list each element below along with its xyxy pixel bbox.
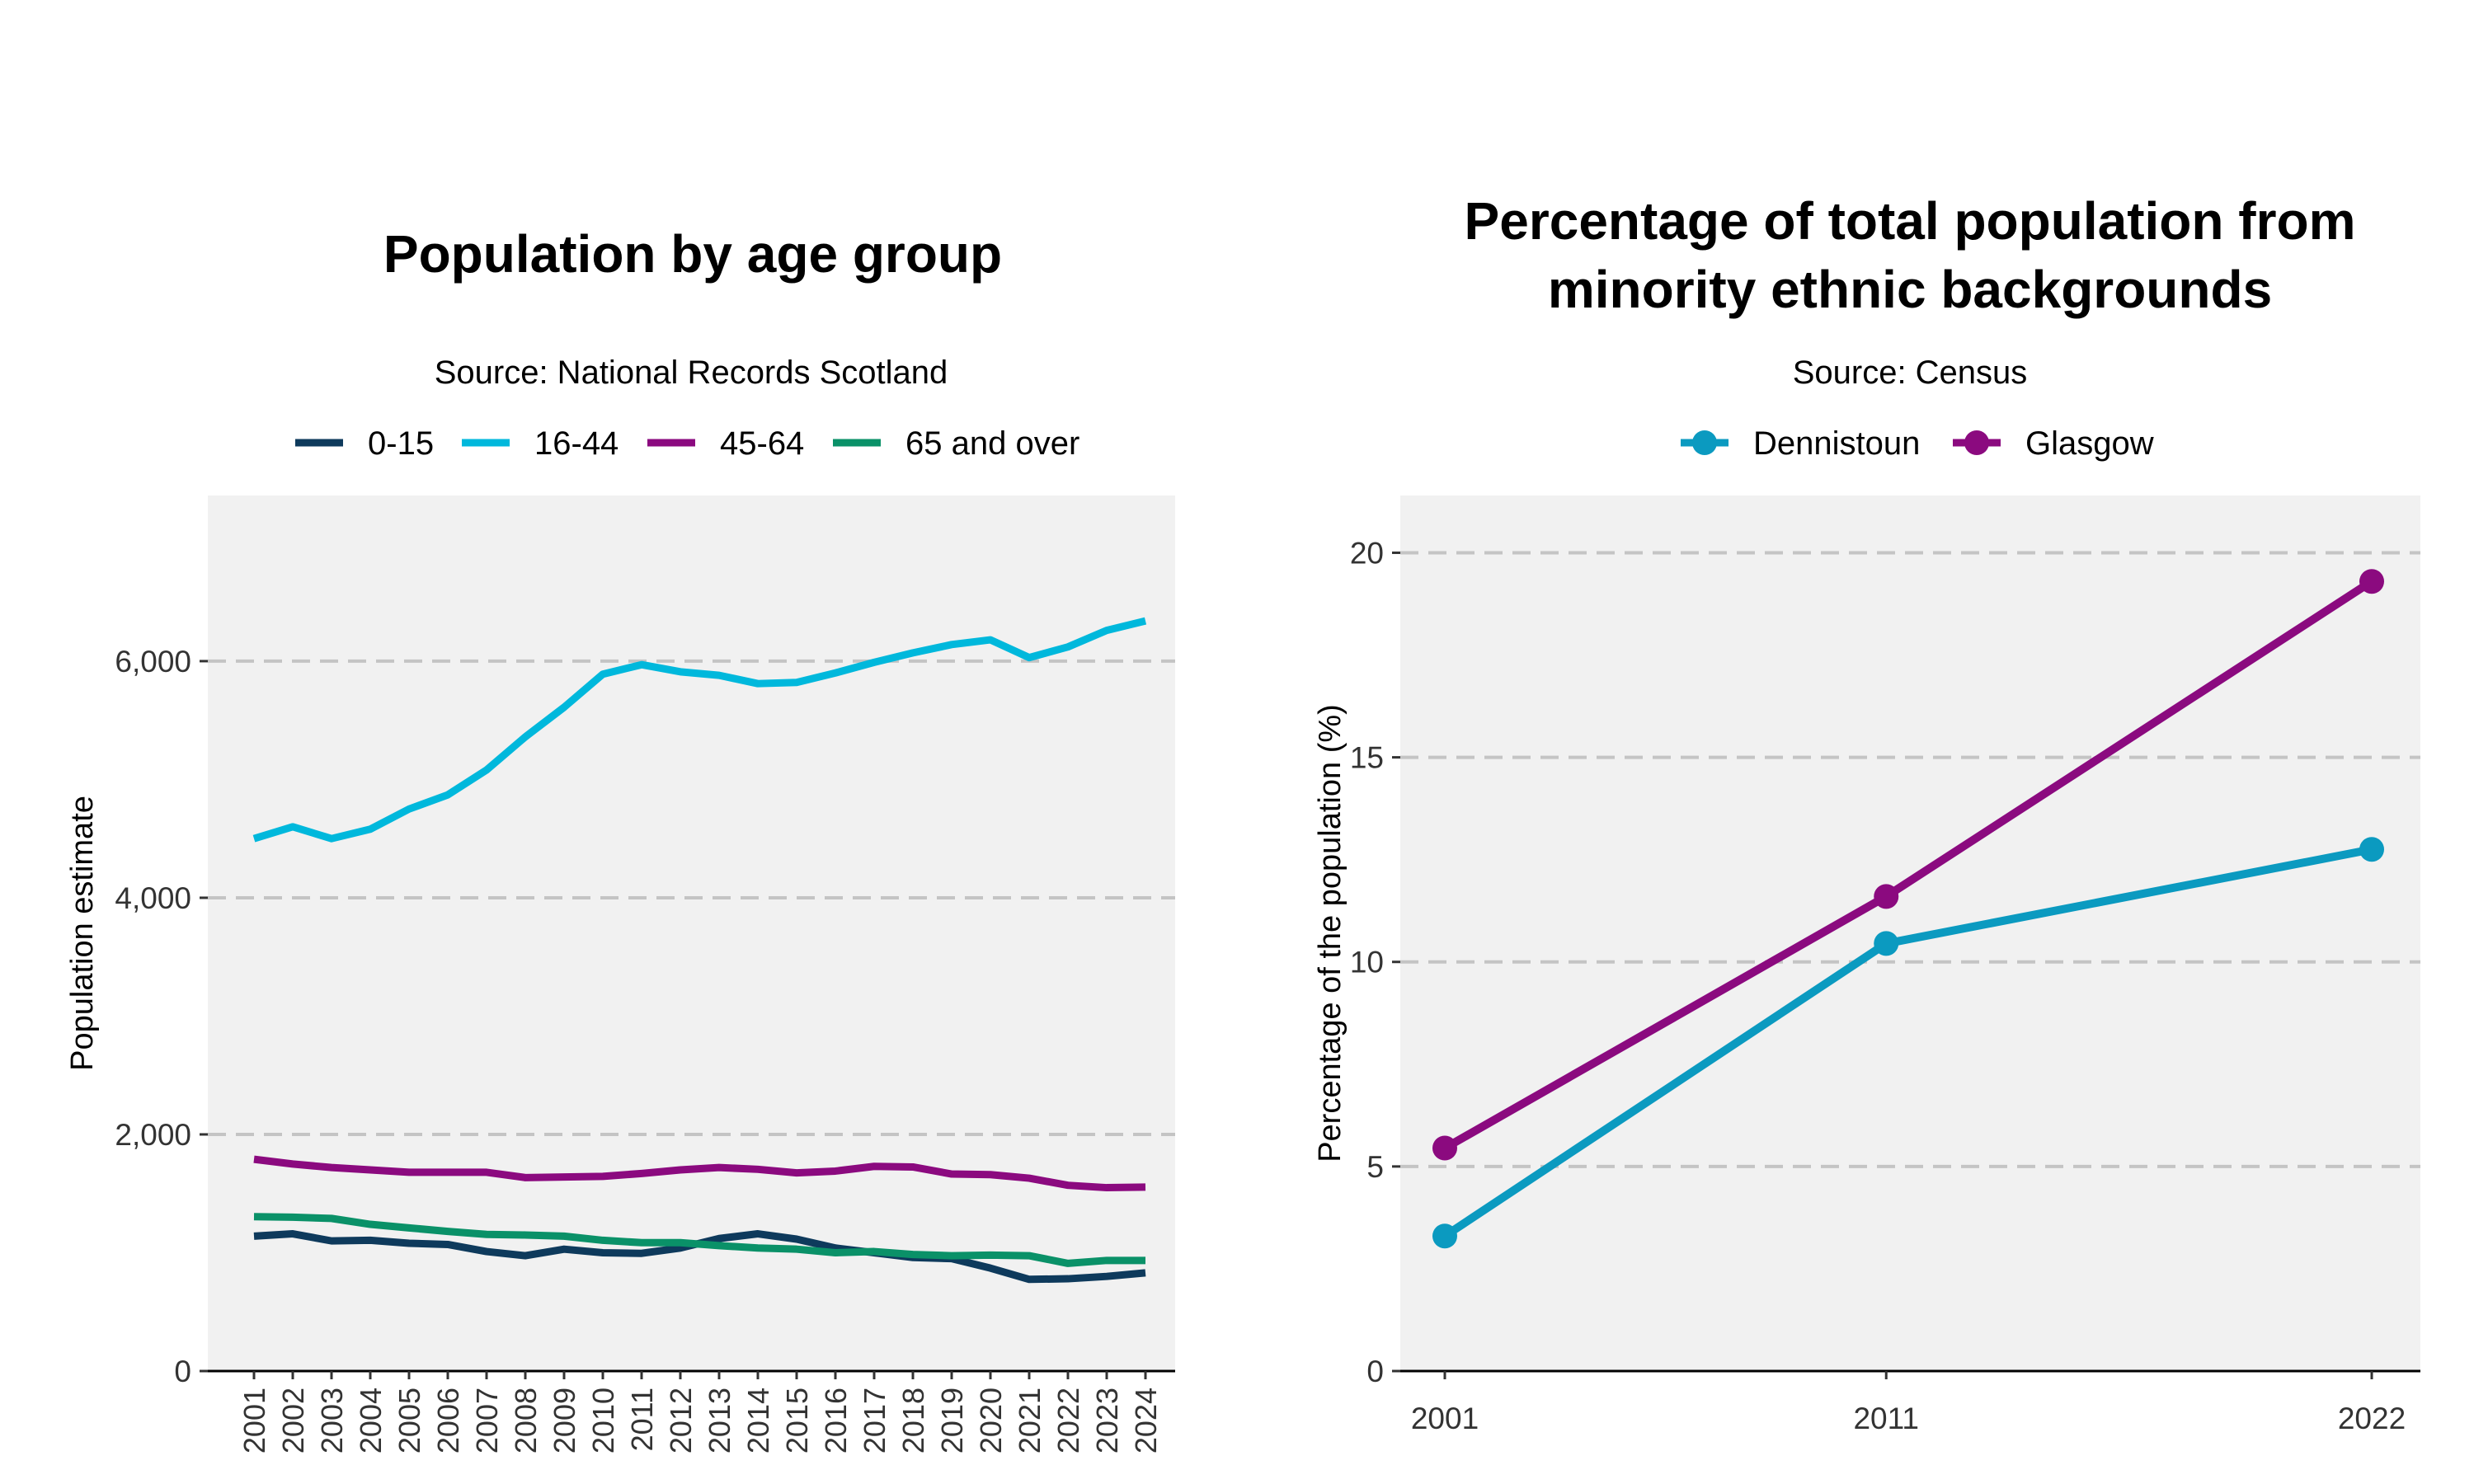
chart-2-y-axis-title: Percentage of the population (%) [1313, 704, 1348, 1162]
chart-1-x-tick-label: 2017 [858, 1388, 891, 1453]
chart-1-x-tick-label: 2016 [819, 1388, 853, 1453]
chart-2-plot-panel [1400, 495, 2420, 1371]
chart-1-x-tick-label: 2012 [664, 1388, 698, 1453]
chart-age-group: Population by age group Source: National… [65, 224, 1175, 1453]
chart-1-x-tick-label: 2001 [238, 1388, 271, 1453]
legend-marker [1692, 430, 1717, 455]
data-point-glasgow-2001 [1432, 1135, 1457, 1161]
data-point-dennistoun-2001 [1432, 1223, 1457, 1249]
chart-2-y-tick-label: 5 [1366, 1150, 1384, 1184]
legend-label: Dennistoun [1753, 425, 1920, 462]
chart-1-x-tick-label: 2018 [896, 1388, 930, 1453]
data-point-glasgow-2011 [1874, 884, 1899, 909]
legend-label: Glasgow [2025, 425, 2154, 462]
chart-1-legend: 0-15 16-44 45-64 65 and over [295, 425, 1079, 462]
chart-1-x-tick-label: 2008 [509, 1388, 543, 1453]
chart-1-x-tick-label: 2009 [548, 1388, 581, 1453]
chart-1-x-tick-label: 2020 [974, 1388, 1008, 1453]
legend-item-glasgow: Glasgow [1953, 425, 2154, 462]
legend-item-0-15: 0-15 [295, 425, 434, 462]
chart-2-x-tick-label: 2022 [2338, 1402, 2406, 1435]
chart-1-subtitle: Source: National Records Scotland [435, 355, 948, 391]
chart-1-y-tick-label: 0 [174, 1355, 191, 1388]
legend-item-45-64: 45-64 [647, 425, 804, 462]
legend-item-65-and-over: 65 and over [833, 425, 1079, 462]
chart-1-x-tick-label: 2014 [741, 1388, 775, 1453]
chart-1-x-tick-label: 2007 [470, 1388, 504, 1453]
chart-2-subtitle: Source: Census [1793, 355, 2028, 391]
legend-label: 65 and over [905, 425, 1079, 462]
chart-1-y-tick-label: 6,000 [115, 645, 191, 679]
chart-1-x-tick-label: 2024 [1129, 1388, 1163, 1453]
chart-2-y-tick-label: 0 [1366, 1355, 1384, 1388]
chart-1-x-tick-label: 2002 [276, 1388, 310, 1453]
chart-2-x-tick-label: 2011 [1853, 1402, 1919, 1435]
chart-1-y-tick-label: 2,000 [115, 1118, 191, 1152]
chart-1-title: Population by age group [383, 224, 1002, 284]
legend-label: 16-44 [534, 425, 618, 462]
legend-label: 0-15 [368, 425, 434, 462]
chart-2-y-tick-label: 15 [1350, 741, 1384, 775]
series-line-16-44 [252, 617, 1147, 843]
chart-1-x-tick-label: 2010 [586, 1388, 620, 1453]
chart-1-x-tick-labels: 2001 2002 2003 2004 2005 2006 2007 2008 2009 2010… [238, 1371, 1163, 1453]
chart-2-x-tick-label: 2001 [1411, 1402, 1479, 1435]
chart-1-gridlines [208, 659, 1175, 1136]
chart-1-x-tick-label: 2019 [935, 1388, 969, 1453]
chart-1-series-lines [252, 617, 1147, 1284]
chart-2-title-line-2: minority ethnic backgrounds [1548, 260, 2272, 319]
chart-1-x-tick-label: 2013 [703, 1388, 736, 1453]
chart-1-x-tick-label: 2021 [1013, 1388, 1047, 1453]
chart-minority-ethnic: Percentage of total population from mino… [1313, 191, 2420, 1435]
chart-1-x-tick-label: 2004 [354, 1388, 388, 1453]
chart-1-x-tick-label: 2003 [315, 1388, 349, 1453]
chart-1-y-tick-labels: 0 2,000 4,000 6,000 [115, 645, 208, 1388]
chart-2-y-tick-labels: 0 5 10 15 20 [1350, 536, 1400, 1388]
series-line-65-and-over [253, 1213, 1145, 1267]
chart-1-y-tick-label: 4,000 [115, 881, 191, 915]
chart-2-series-lines [1432, 569, 2384, 1249]
chart-2-y-tick-label: 20 [1350, 536, 1384, 570]
chart-1-y-axis-title: Population estimate [65, 796, 100, 1071]
chart-2-title-line-1: Percentage of total population from [1465, 191, 2356, 251]
chart-2-gridlines [1400, 551, 2420, 1168]
legend-label: 45-64 [720, 425, 804, 462]
chart-1-x-tick-label: 2005 [393, 1388, 426, 1453]
chart-1-x-tick-label: 2011 [625, 1388, 659, 1451]
chart-1-x-tick-label: 2022 [1051, 1388, 1085, 1453]
legend-marker [1964, 430, 1989, 455]
series-line-45-64 [253, 1155, 1146, 1192]
chart-2-x-tick-labels: 2001 2011 2022 [1411, 1371, 2406, 1435]
chart-1-x-tick-label: 2015 [780, 1388, 814, 1453]
legend-item-dennistoun: Dennistoun [1681, 425, 1920, 462]
data-point-dennistoun-2022 [2359, 837, 2384, 862]
chart-1-x-tick-label: 2023 [1090, 1388, 1124, 1453]
data-point-dennistoun-2011 [1874, 931, 1899, 956]
chart-2-legend: Dennistoun Glasgow [1681, 425, 2154, 462]
chart-2-y-tick-label: 10 [1350, 946, 1384, 979]
chart-1-x-tick-label: 2006 [431, 1388, 465, 1453]
data-point-glasgow-2022 [2359, 569, 2384, 594]
legend-item-16-44: 16-44 [462, 425, 618, 462]
